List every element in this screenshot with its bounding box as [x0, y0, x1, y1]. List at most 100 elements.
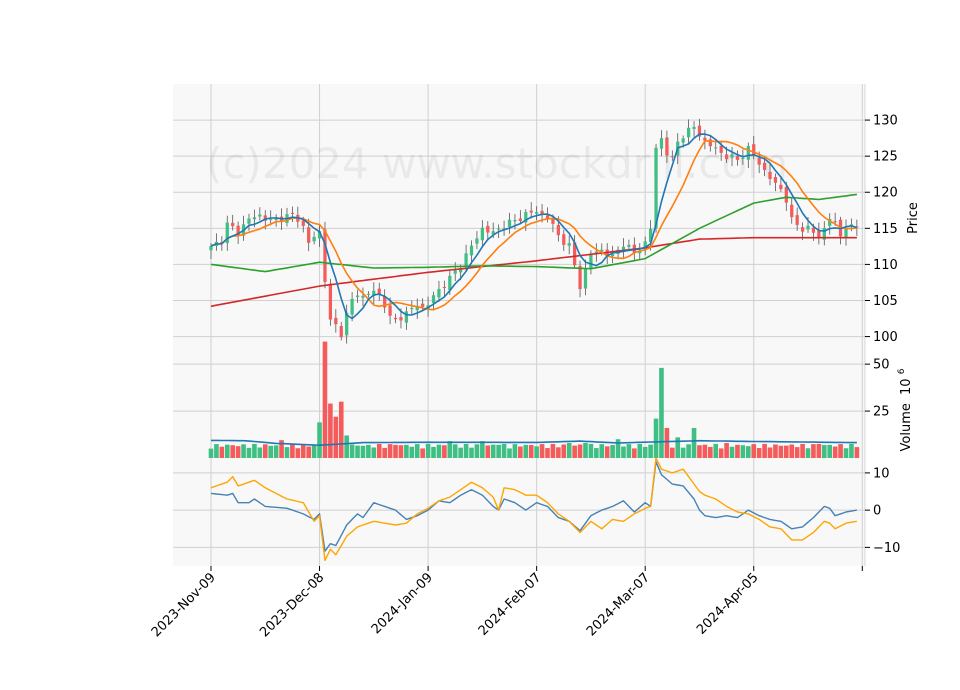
candle-body-93	[714, 147, 718, 149]
candle-body-97	[735, 155, 740, 160]
candle-body-9	[258, 214, 262, 217]
volume-bar-86	[675, 437, 681, 458]
volume-bar-68	[577, 444, 583, 458]
candle-body-26	[350, 298, 354, 315]
candle-body-115	[833, 221, 837, 223]
candle-body-3	[225, 222, 229, 244]
volume-bar-8	[252, 443, 257, 458]
candle-body-114	[828, 219, 832, 226]
watermark: (c)2024 www.stockdrill.com	[206, 139, 788, 188]
candle-body-96	[730, 154, 734, 158]
volume-bar-13	[279, 440, 284, 458]
osc-fast-line	[210, 461, 858, 552]
volume-bar-41	[431, 446, 436, 458]
volume-bar-66	[566, 442, 572, 458]
candle-body-48	[469, 245, 474, 256]
volume-bar-28	[360, 445, 366, 458]
candle-body-85	[670, 156, 674, 158]
volume-bar-10	[262, 444, 268, 458]
candle-body-47	[464, 253, 468, 267]
volume-bar-89	[691, 427, 697, 458]
volume-bar-5	[235, 446, 241, 458]
oscillator-panel-bg	[173, 458, 865, 566]
candle-body-103	[768, 171, 772, 180]
volume-bar-113	[821, 445, 827, 458]
volume-bar-63	[550, 443, 556, 458]
candle-body-111	[811, 227, 816, 233]
volume-bar-114	[827, 444, 833, 458]
candle-body-109	[800, 227, 805, 232]
volume-bar-72	[599, 444, 605, 458]
candle-body-27	[355, 295, 360, 298]
price-y-tick-label-105: 105	[873, 294, 898, 309]
candle-body-63	[551, 218, 555, 224]
volume-bars	[208, 341, 860, 458]
candle-body-32	[383, 296, 387, 308]
candle-body-74	[610, 254, 615, 257]
volume-bar-75	[615, 439, 621, 458]
svg-text:Volume 10 6: Volume 10 6	[897, 368, 914, 451]
volume-bar-50	[480, 441, 485, 458]
candle-body-107	[790, 204, 794, 218]
osc-y-tick-label-10: 10	[873, 466, 890, 481]
volume-bar-106	[783, 445, 789, 458]
candle-body-57	[518, 218, 522, 221]
volume-bar-1	[214, 444, 219, 458]
candle-body-69	[583, 268, 588, 289]
candle-body-50	[480, 227, 484, 241]
ma-mid-line	[210, 140, 857, 311]
volume-bar-99	[746, 446, 751, 458]
volume-bar-19	[311, 444, 317, 458]
volume-bar-59	[528, 445, 534, 458]
volume-bar-54	[501, 443, 507, 458]
candle-body-28	[361, 295, 365, 298]
volume-axis-label-prefix: 10	[899, 378, 914, 395]
volume-bar-35	[398, 445, 404, 458]
price-axis-label: Price	[906, 202, 921, 234]
candle-body-100	[752, 144, 756, 157]
volume-bar-70	[588, 443, 594, 458]
candle-body-84	[665, 137, 669, 156]
volume-bar-81	[648, 444, 653, 458]
volume-bar-94	[718, 448, 724, 458]
volume-bar-6	[241, 444, 246, 458]
volume-bar-103	[767, 447, 773, 458]
volume-bar-44	[447, 441, 453, 458]
volume-bar-102	[762, 443, 767, 458]
volume-bar-22	[328, 403, 333, 458]
candle-body-44	[448, 275, 452, 291]
volume-bar-78	[632, 448, 637, 458]
candle-body-81	[648, 228, 653, 242]
candle-body-67	[573, 242, 577, 266]
volume-bar-20	[317, 422, 322, 458]
candle-body-88	[686, 127, 691, 138]
price-y-tick-label-120: 120	[873, 186, 898, 201]
volume-bar-69	[583, 442, 588, 458]
price-y-tick-label-115: 115	[873, 222, 898, 237]
candle-body-22	[328, 283, 333, 320]
candle-body-58	[524, 212, 528, 223]
candle-body-99	[746, 146, 750, 160]
candle-body-45	[453, 270, 457, 274]
candle-body-31	[377, 288, 381, 294]
volume-bar-37	[409, 446, 415, 458]
volume-bar-71	[594, 448, 599, 458]
volume-bar-82	[653, 418, 659, 458]
volume-bar-119	[854, 447, 860, 458]
candle-body-56	[513, 220, 517, 222]
volume-bar-118	[849, 443, 854, 458]
volume-axis-label: Volume 10 6	[897, 368, 914, 451]
volume-bar-48	[469, 447, 474, 458]
candle-body-112	[817, 230, 821, 238]
candle-body-104	[773, 177, 778, 183]
candle-body-55	[507, 219, 512, 227]
volume-bar-3	[224, 444, 230, 458]
volume-ma-line	[211, 439, 857, 447]
volume-bar-98	[740, 445, 746, 458]
volume-bar-0	[208, 448, 214, 458]
candle-body-110	[806, 225, 810, 230]
volume-bar-47	[463, 443, 469, 458]
volume-bar-90	[697, 445, 702, 458]
candle-body-66	[567, 243, 571, 246]
candle-body-11	[269, 218, 273, 220]
